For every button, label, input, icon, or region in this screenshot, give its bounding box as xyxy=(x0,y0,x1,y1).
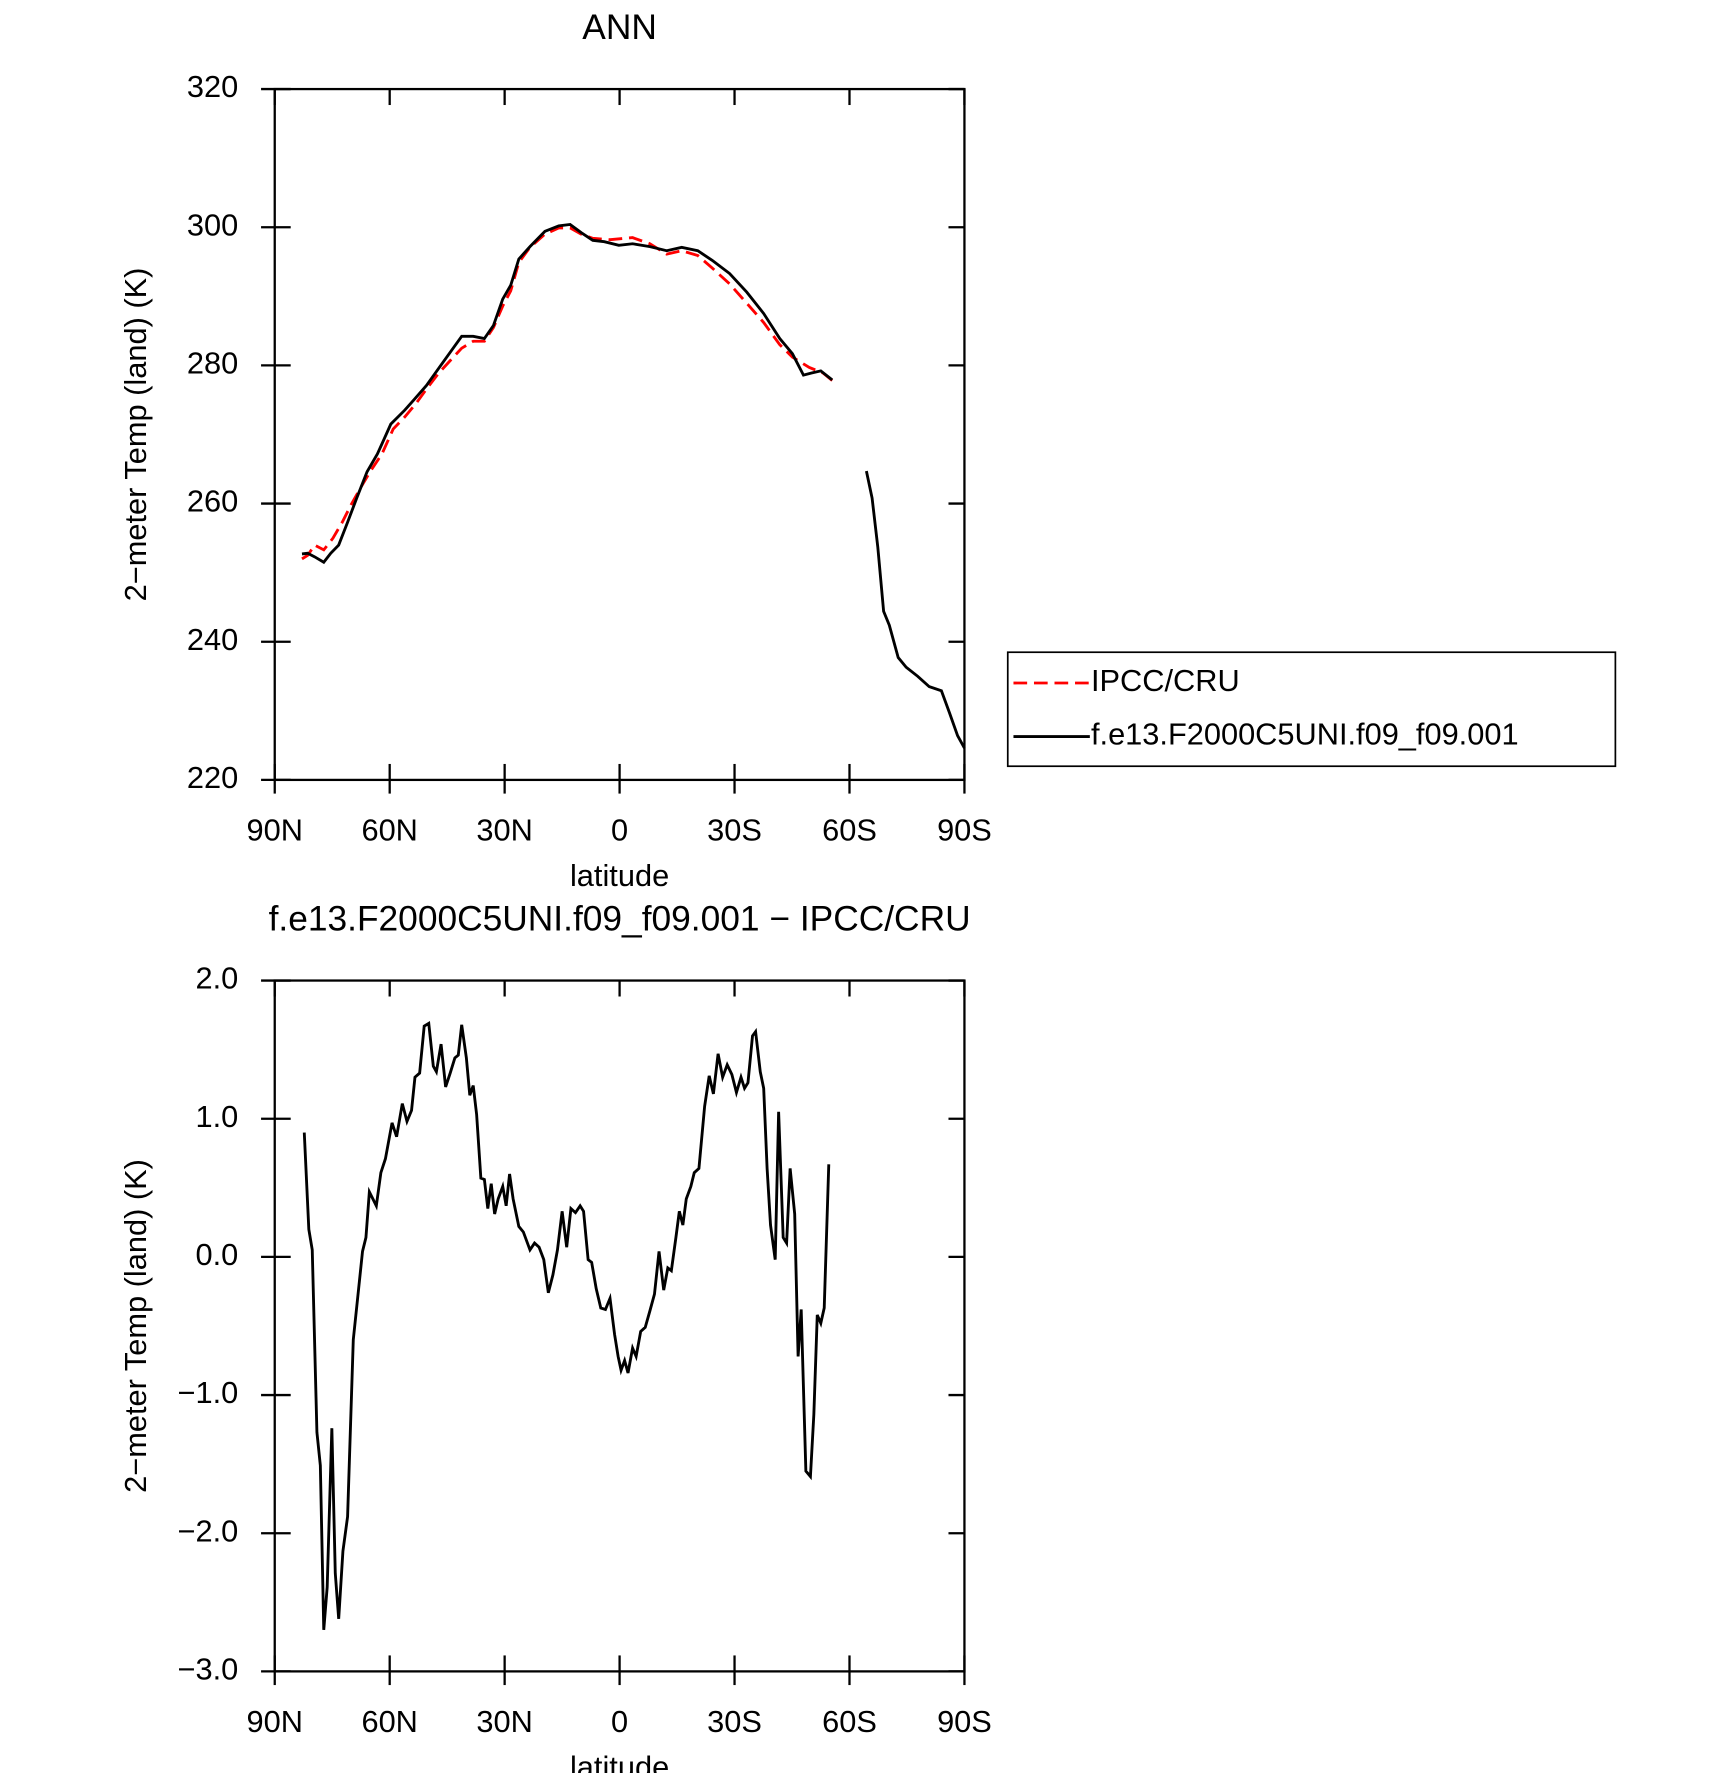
x-axis-label: latitude xyxy=(570,858,669,893)
legend-label: IPCC/CRU xyxy=(1091,663,1240,698)
x-tick-label: 0 xyxy=(611,812,628,847)
y-tick-label: 240 xyxy=(187,622,238,657)
y-tick-label: −3.0 xyxy=(178,1652,239,1687)
data-line xyxy=(301,226,834,561)
x-tick-label: 60S xyxy=(822,812,877,847)
y-axis-label: 2−meter Temp (land) (K) xyxy=(118,1159,153,1493)
x-tick-label: 90S xyxy=(937,812,992,847)
chart-title: f.e13.F2000C5UNI.f09_f09.001 − IPCC/CRU xyxy=(269,900,971,939)
y-tick-label: 0.0 xyxy=(195,1237,238,1272)
chart-title: ANN xyxy=(582,8,657,47)
x-tick-label: 60N xyxy=(361,1704,417,1739)
x-tick-label: 30S xyxy=(707,1704,762,1739)
y-tick-label: 2.0 xyxy=(195,961,238,996)
y-tick-label: 300 xyxy=(187,207,238,242)
x-axis-label: latitude xyxy=(570,1750,669,1773)
y-axis-label: 2−meter Temp (land) (K) xyxy=(118,268,153,602)
x-tick-label: 0 xyxy=(611,1704,628,1739)
x-tick-label: 30N xyxy=(476,1704,532,1739)
y-tick-label: 220 xyxy=(187,760,238,795)
x-tick-label: 60S xyxy=(822,1704,877,1739)
x-tick-label: 60N xyxy=(361,812,417,847)
x-tick-label: 90N xyxy=(247,1704,303,1739)
y-tick-label: 280 xyxy=(187,346,238,381)
y-tick-label: 320 xyxy=(187,69,238,104)
x-tick-label: 30N xyxy=(476,812,532,847)
y-tick-label: 1.0 xyxy=(195,1099,238,1134)
y-tick-label: −2.0 xyxy=(178,1513,239,1548)
plot-frame xyxy=(273,87,966,782)
x-tick-label: 90N xyxy=(247,812,303,847)
legend-box xyxy=(1006,651,1617,768)
y-tick-label: 260 xyxy=(187,484,238,519)
y-tick-label: −1.0 xyxy=(178,1375,239,1410)
x-tick-label: 30S xyxy=(707,812,762,847)
x-tick-label: 90S xyxy=(937,1704,992,1739)
legend-label: f.e13.F2000C5UNI.f09_f09.001 xyxy=(1091,717,1519,752)
plot-frame xyxy=(273,979,966,1673)
data-line xyxy=(301,223,966,749)
data-line xyxy=(302,1021,831,1631)
